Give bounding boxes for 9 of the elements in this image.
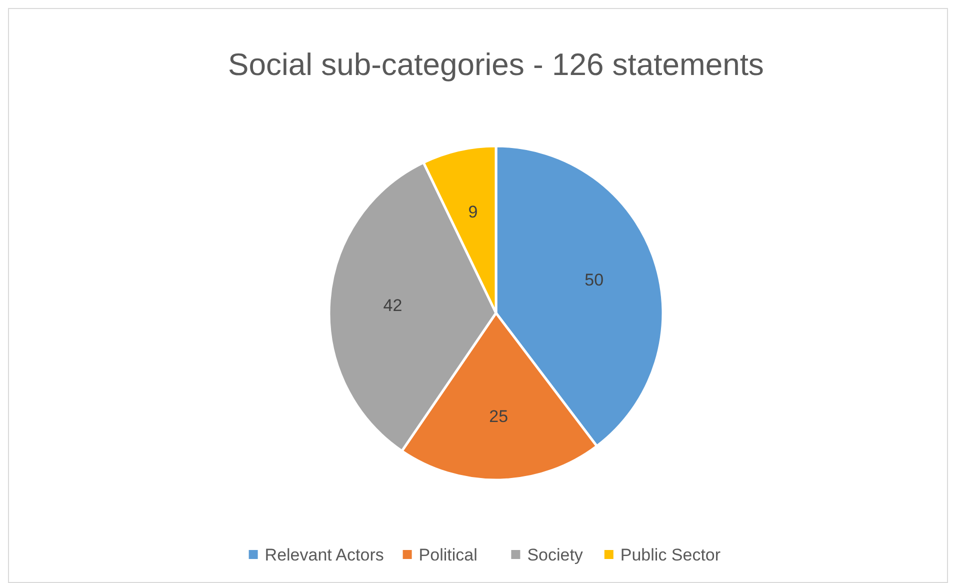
legend-label: Political (418, 546, 478, 564)
chart-title: Social sub-categories - 126 statements (228, 47, 764, 82)
legend-label: Relevant Actors (264, 546, 384, 564)
legend-label: Public Sector (620, 546, 721, 564)
data-label: 42 (383, 296, 402, 315)
data-label: 9 (468, 202, 478, 222)
legend-label: Society (527, 546, 584, 564)
data-label: 50 (584, 270, 604, 290)
data-label: 25 (489, 407, 508, 426)
